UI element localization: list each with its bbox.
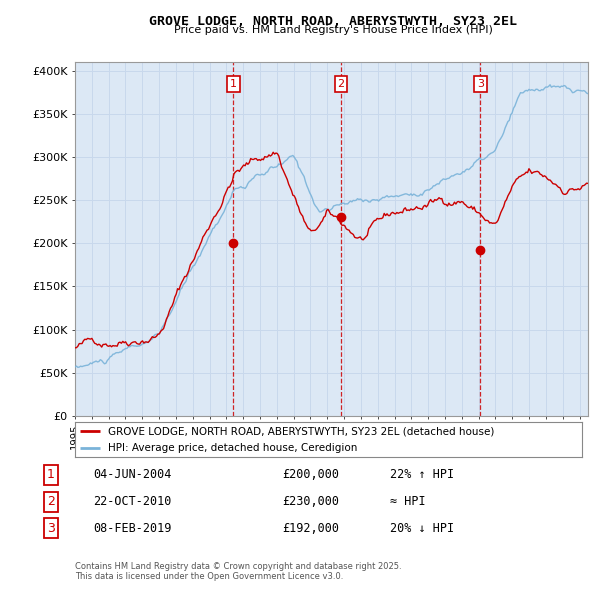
Text: 3: 3 [47,522,55,535]
Text: 2: 2 [337,79,344,89]
Text: 20% ↓ HPI: 20% ↓ HPI [390,522,454,535]
Text: 1: 1 [47,468,55,481]
Text: GROVE LODGE, NORTH ROAD, ABERYSTWYTH, SY23 2EL (detached house): GROVE LODGE, NORTH ROAD, ABERYSTWYTH, SY… [108,427,494,437]
Text: 22-OCT-2010: 22-OCT-2010 [93,495,172,508]
Text: HPI: Average price, detached house, Ceredigion: HPI: Average price, detached house, Cere… [108,442,358,453]
Text: Price paid vs. HM Land Registry's House Price Index (HPI): Price paid vs. HM Land Registry's House … [173,25,493,35]
Text: GROVE LODGE, NORTH ROAD, ABERYSTWYTH, SY23 2EL: GROVE LODGE, NORTH ROAD, ABERYSTWYTH, SY… [149,15,517,28]
Text: £192,000: £192,000 [282,522,339,535]
Text: 08-FEB-2019: 08-FEB-2019 [93,522,172,535]
Text: £200,000: £200,000 [282,468,339,481]
Text: 22% ↑ HPI: 22% ↑ HPI [390,468,454,481]
Text: £230,000: £230,000 [282,495,339,508]
Text: 3: 3 [477,79,484,89]
Text: Contains HM Land Registry data © Crown copyright and database right 2025.
This d: Contains HM Land Registry data © Crown c… [75,562,401,581]
Text: 1: 1 [230,79,237,89]
Text: 04-JUN-2004: 04-JUN-2004 [93,468,172,481]
Text: ≈ HPI: ≈ HPI [390,495,425,508]
Text: 2: 2 [47,495,55,508]
